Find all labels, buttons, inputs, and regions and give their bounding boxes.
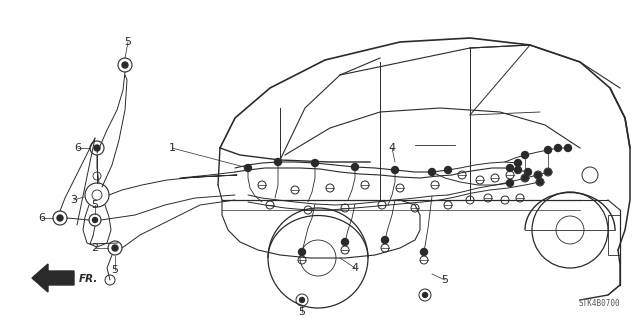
Circle shape xyxy=(342,239,349,246)
Circle shape xyxy=(298,249,305,256)
Text: 3: 3 xyxy=(70,195,77,205)
Circle shape xyxy=(275,159,282,166)
Circle shape xyxy=(545,169,551,175)
Circle shape xyxy=(429,168,435,175)
Text: 1: 1 xyxy=(168,143,175,153)
Circle shape xyxy=(300,298,305,302)
Circle shape xyxy=(564,145,572,152)
Circle shape xyxy=(506,165,513,172)
Text: 4: 4 xyxy=(388,143,396,153)
Circle shape xyxy=(122,62,128,68)
Circle shape xyxy=(515,167,522,174)
Circle shape xyxy=(351,164,358,170)
Circle shape xyxy=(312,160,319,167)
Circle shape xyxy=(554,145,561,152)
Circle shape xyxy=(244,165,252,172)
Circle shape xyxy=(525,168,531,175)
Text: 6: 6 xyxy=(74,143,81,153)
Polygon shape xyxy=(32,264,74,292)
Circle shape xyxy=(422,293,428,298)
Text: 5: 5 xyxy=(92,200,99,210)
Text: FR.: FR. xyxy=(79,274,99,284)
Circle shape xyxy=(93,218,97,222)
Circle shape xyxy=(381,236,388,243)
Circle shape xyxy=(545,146,552,153)
Circle shape xyxy=(392,167,399,174)
Circle shape xyxy=(515,160,522,167)
Circle shape xyxy=(537,179,543,185)
Circle shape xyxy=(57,215,63,221)
Text: 5: 5 xyxy=(111,265,118,275)
Text: STK4B0700: STK4B0700 xyxy=(579,299,620,308)
Circle shape xyxy=(94,145,100,151)
Circle shape xyxy=(522,152,529,159)
Text: 6: 6 xyxy=(38,213,45,223)
Text: 5: 5 xyxy=(442,275,449,285)
Text: 4: 4 xyxy=(351,263,358,273)
Text: 2: 2 xyxy=(92,243,99,253)
Circle shape xyxy=(522,175,528,181)
Circle shape xyxy=(445,167,451,174)
Circle shape xyxy=(420,249,428,256)
Text: 5: 5 xyxy=(298,307,305,317)
Circle shape xyxy=(535,172,541,178)
Text: 5: 5 xyxy=(125,37,131,47)
Circle shape xyxy=(112,245,118,251)
Circle shape xyxy=(506,180,513,187)
